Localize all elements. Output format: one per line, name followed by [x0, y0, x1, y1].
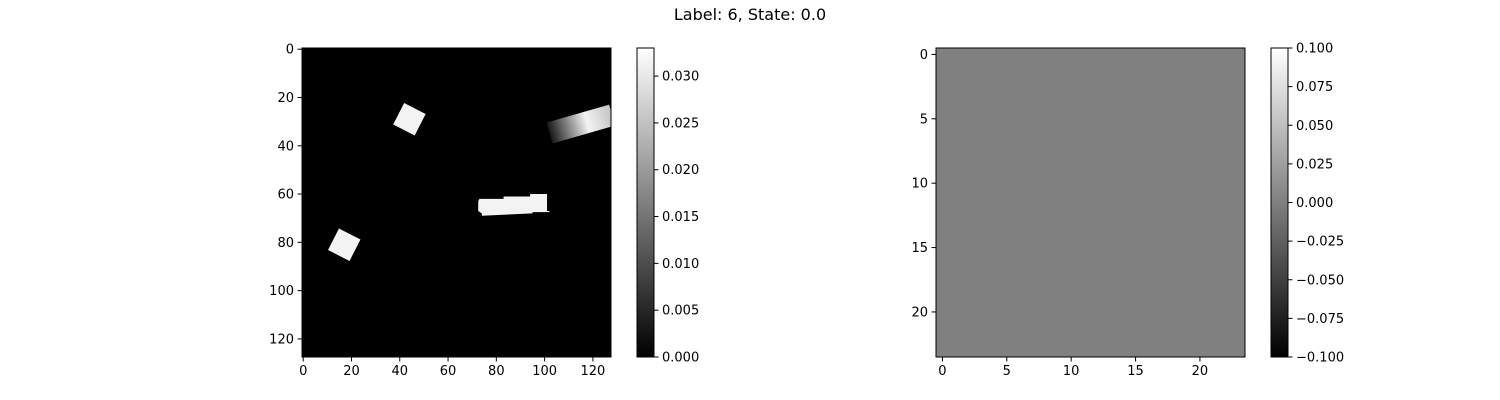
chart1-group: 0 20 40 60 80 100 120 0 20 40 60 80 100 120 0.000 0.005…	[269, 43, 699, 379]
chart1-colorbar-tick-label: 0.025	[662, 116, 699, 131]
figure-title: Label: 6, State: 0.0	[673, 5, 827, 24]
chart1-shape-square	[393, 102, 426, 136]
chart2-y-tick-label: 15	[911, 241, 928, 256]
chart1-axes-frame	[301, 47, 612, 358]
chart2-colorbar-tick-label: 0.075	[1296, 80, 1333, 95]
chart1-colorbar-tick-label: 0.005	[662, 304, 699, 319]
chart2-colorbar-tick-label: −0.075	[1296, 312, 1344, 327]
chart1-colorbar-tick-label: 0.015	[662, 210, 699, 225]
chart1-x-tick-label: 120	[580, 364, 605, 379]
chart2-x-tick-label: 0	[938, 364, 946, 379]
chart2-y-tick-label: 0	[920, 48, 928, 63]
chart2-x-tick-label: 5	[1003, 364, 1011, 379]
chart2-axes-frame	[935, 47, 1246, 358]
chart1-colorbar-tick-label: 0.020	[662, 163, 699, 178]
chart1-colorbar-tick-label: 0.000	[662, 351, 699, 366]
chart1-image-layer	[328, 102, 611, 261]
chart1-shape-gradient-bar	[546, 104, 611, 144]
chart2-x-tick-label: 10	[1063, 364, 1080, 379]
chart1-x-tick-label: 60	[440, 364, 457, 379]
chart1-x-tick-label: 0	[299, 364, 307, 379]
chart1-y-tick-label: 60	[277, 188, 294, 203]
chart2-y-tick-label: 10	[911, 177, 928, 192]
chart2-colorbar-tick-label: 0.100	[1296, 42, 1333, 57]
chart1-colorbar-tick-label: 0.010	[662, 257, 699, 272]
chart1-shape-square	[328, 228, 361, 261]
chart2-image-background	[936, 48, 1245, 357]
chart1-x-tick-label: 80	[488, 364, 505, 379]
chart1-colorbar-frame	[636, 47, 655, 358]
chart2-x-tick-label: 20	[1192, 364, 1209, 379]
chart1-x-tick-label: 100	[532, 364, 557, 379]
chart1-y-tick-label: 80	[277, 236, 294, 251]
chart1-y-tick-label: 120	[269, 332, 294, 347]
chart1-colorbar	[637, 48, 654, 357]
chart2-y-tick-label: 20	[911, 305, 928, 320]
chart1-x-tick-label: 20	[343, 364, 360, 379]
chart1-y-tick-label: 40	[277, 139, 294, 154]
chart2-x-tick-label: 15	[1127, 364, 1144, 379]
chart2-colorbar-tick-label: 0.000	[1296, 196, 1333, 211]
chart2-colorbar-tick-label: −0.100	[1296, 351, 1344, 366]
chart1-y-tick-label: 20	[277, 91, 294, 106]
chart2-colorbar-tick-label: −0.050	[1296, 273, 1344, 288]
chart1-y-tick-label: 100	[269, 284, 294, 299]
chart1-y-tick-label: 0	[286, 43, 294, 58]
chart2-group: 0 5 10 15 20 0 5 10 15 20 −0.100 −0.075 −0.050 −0.025…	[911, 42, 1344, 380]
chart1-x-tick-label: 40	[391, 364, 408, 379]
chart2-colorbar-tick-label: 0.025	[1296, 157, 1333, 172]
chart1-image-background	[302, 48, 611, 357]
chart1-shape-bar	[478, 194, 550, 216]
chart1-colorbar-tick-label: 0.030	[662, 70, 699, 85]
chart2-colorbar-tick-label: 0.050	[1296, 119, 1333, 134]
chart2-y-tick-label: 5	[920, 112, 928, 127]
chart2-colorbar	[1271, 48, 1288, 357]
chart2-colorbar-tick-label: −0.025	[1296, 235, 1344, 250]
